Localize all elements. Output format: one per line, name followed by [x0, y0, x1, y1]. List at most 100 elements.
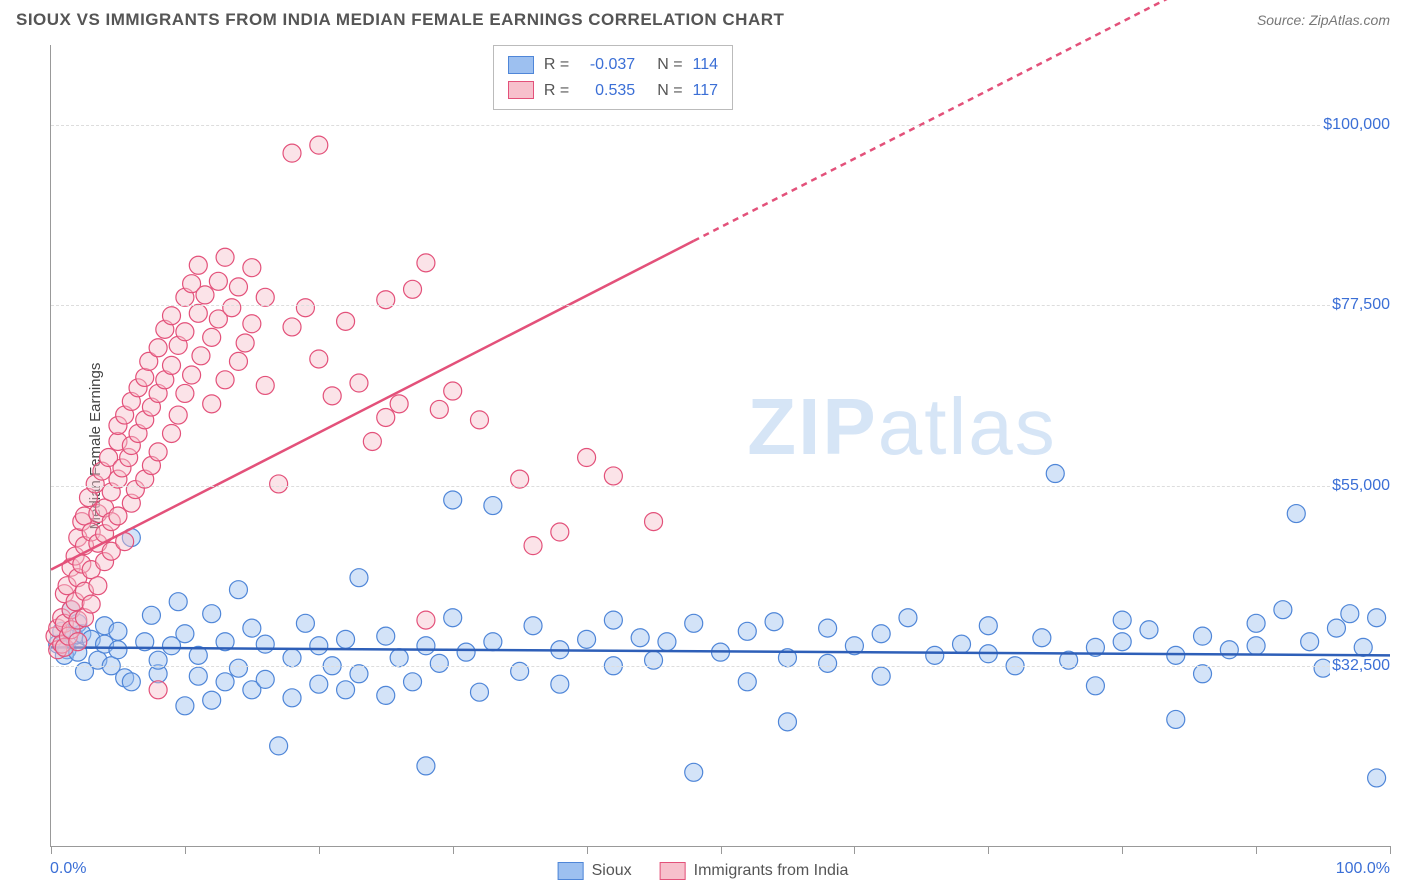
scatter-point	[109, 507, 127, 525]
x-axis-min-label: 0.0%	[50, 860, 86, 878]
scatter-point	[149, 339, 167, 357]
scatter-point	[310, 136, 328, 154]
scatter-point	[256, 376, 274, 394]
chart-title: SIOUX VS IMMIGRANTS FROM INDIA MEDIAN FE…	[16, 10, 784, 30]
scatter-point	[872, 667, 890, 685]
scatter-point	[189, 667, 207, 685]
x-axis-max-label: 100.0%	[1336, 860, 1390, 878]
scatter-point	[404, 673, 422, 691]
scatter-point	[236, 334, 254, 352]
legend-swatch	[508, 56, 534, 74]
scatter-point	[1194, 627, 1212, 645]
scatter-point	[89, 577, 107, 595]
scatter-point	[310, 350, 328, 368]
source-attribution: Source: ZipAtlas.com	[1257, 12, 1390, 28]
scatter-point	[417, 254, 435, 272]
scatter-point	[283, 318, 301, 336]
scatter-point	[1341, 605, 1359, 623]
y-tick-label: $32,500	[1330, 657, 1392, 675]
scatter-point	[1220, 641, 1238, 659]
scatter-point	[196, 286, 214, 304]
scatter-point	[979, 617, 997, 635]
scatter-point	[417, 757, 435, 775]
legend-label: Immigrants from India	[694, 862, 849, 880]
plot-wrapper: ZIPatlas R =-0.037N =114R =0.535N =117 $…	[50, 45, 1390, 847]
scatter-point	[82, 595, 100, 613]
scatter-point	[738, 673, 756, 691]
scatter-point	[337, 630, 355, 648]
scatter-point	[229, 352, 247, 370]
correlation-row: R =-0.037N =114	[508, 52, 718, 78]
scatter-point	[310, 675, 328, 693]
gridline	[51, 125, 1390, 126]
x-tick	[1122, 846, 1123, 854]
scatter-point	[223, 299, 241, 317]
source-name: ZipAtlas.com	[1309, 12, 1390, 28]
scatter-point	[216, 248, 234, 266]
scatter-point	[296, 614, 314, 632]
legend-item: Sioux	[558, 862, 632, 880]
scatter-point	[243, 259, 261, 277]
scatter-point	[578, 449, 596, 467]
scatter-point	[484, 497, 502, 515]
r-label: R =	[544, 52, 569, 78]
scatter-point	[1113, 633, 1131, 651]
scatter-point	[337, 312, 355, 330]
scatter-point	[1287, 505, 1305, 523]
scatter-point	[270, 475, 288, 493]
scatter-point	[203, 328, 221, 346]
scatter-point	[1247, 614, 1265, 632]
scatter-point	[350, 569, 368, 587]
scatter-point	[484, 633, 502, 651]
scatter-point	[444, 609, 462, 627]
y-tick-label: $55,000	[1330, 477, 1392, 495]
scatter-point	[163, 307, 181, 325]
scatter-point	[551, 675, 569, 693]
scatter-point	[243, 619, 261, 637]
scatter-point	[1301, 633, 1319, 651]
scatter-point	[430, 654, 448, 672]
scatter-point	[1086, 677, 1104, 695]
scatter-point	[189, 256, 207, 274]
scatter-point	[470, 683, 488, 701]
scatter-point	[953, 635, 971, 653]
scatter-point	[685, 614, 703, 632]
scatter-point	[256, 670, 274, 688]
scatter-point	[377, 627, 395, 645]
scatter-point	[142, 606, 160, 624]
scatter-point	[169, 593, 187, 611]
y-tick-label: $100,000	[1321, 116, 1392, 134]
x-tick	[988, 846, 989, 854]
x-tick	[185, 846, 186, 854]
scatter-point	[229, 581, 247, 599]
correlation-row: R =0.535N =117	[508, 78, 718, 104]
scatter-point	[69, 633, 87, 651]
series-legend: Sioux Immigrants from India	[558, 862, 849, 880]
scatter-point	[192, 347, 210, 365]
scatter-point	[524, 537, 542, 555]
scatter-point	[470, 411, 488, 429]
scatter-point	[216, 371, 234, 389]
correlation-legend: R =-0.037N =114R =0.535N =117	[493, 45, 733, 110]
r-value: -0.037	[579, 52, 635, 78]
scatter-point	[229, 659, 247, 677]
scatter-point	[350, 374, 368, 392]
scatter-point	[176, 384, 194, 402]
scatter-point	[163, 424, 181, 442]
scatter-svg	[51, 45, 1390, 846]
scatter-point	[337, 681, 355, 699]
scatter-point	[296, 299, 314, 317]
scatter-point	[1274, 601, 1292, 619]
scatter-point	[136, 368, 154, 386]
scatter-point	[209, 272, 227, 290]
scatter-point	[899, 609, 917, 627]
scatter-point	[430, 400, 448, 418]
scatter-point	[1167, 710, 1185, 728]
scatter-point	[1033, 629, 1051, 647]
gridline	[51, 666, 1390, 667]
scatter-point	[270, 737, 288, 755]
scatter-point	[189, 304, 207, 322]
x-tick	[1256, 846, 1257, 854]
source-prefix: Source:	[1257, 12, 1309, 28]
scatter-point	[203, 691, 221, 709]
